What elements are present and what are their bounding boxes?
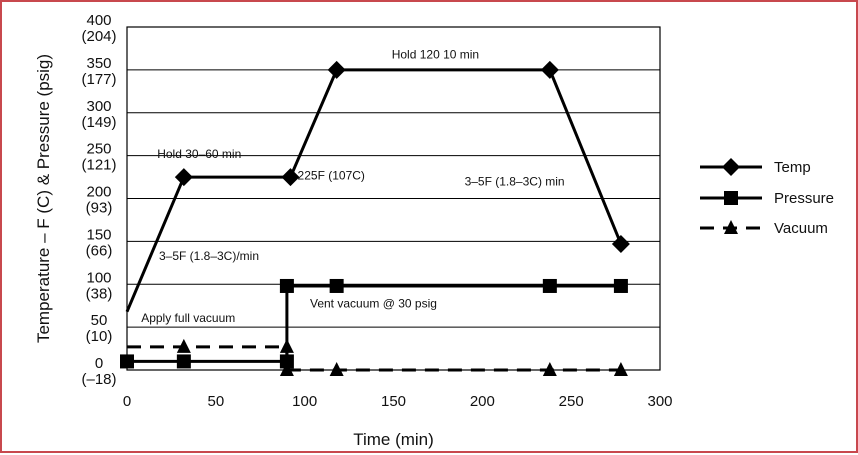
y-tick-sublabel: (66) — [86, 242, 113, 259]
y-tick-label: 250 — [86, 141, 111, 158]
pressure-marker — [542, 278, 557, 293]
annotation-label: Hold 30–60 min — [157, 147, 241, 161]
y-tick-label: 100 — [86, 269, 111, 286]
y-tick-sublabel: (10) — [86, 328, 113, 345]
vacuum-marker — [176, 338, 191, 353]
y-tick-label: 300 — [86, 98, 111, 115]
y-tick-label: 200 — [86, 184, 111, 201]
x-tick-label: 100 — [292, 393, 317, 410]
annotation-label: Vent vacuum @ 30 psig — [310, 296, 437, 310]
legend-vacuum-marker — [724, 220, 738, 234]
x-tick-label: 250 — [559, 393, 584, 410]
annotation-label: 3–5F (1.8–3C)/min — [159, 249, 259, 263]
gridlines — [127, 69, 660, 328]
legend-vacuum-label: Vacuum — [774, 220, 828, 237]
x-tick-labels: 0 50 100 150 200 250 300 — [123, 393, 673, 410]
temp-marker — [540, 60, 559, 79]
x-tick-label: 50 — [207, 393, 224, 410]
temp-marker — [281, 168, 300, 187]
y-tick-sublabel: (93) — [86, 200, 113, 217]
temp-series — [125, 60, 630, 313]
y-axis-title: Temperature – F (C) & Pressure (psig) — [34, 54, 53, 343]
plot-area — [126, 26, 661, 371]
annotation-label: Apply full vacuum — [141, 311, 235, 325]
y-tick-label: 400 — [86, 12, 111, 29]
temp-marker — [327, 60, 346, 79]
pressure-marker — [176, 354, 191, 369]
y-tick-sublabel: (–18) — [81, 371, 116, 388]
y-tick-sublabel: (121) — [81, 157, 116, 174]
pressure-marker — [329, 278, 344, 293]
y-tick-sublabel: (177) — [81, 71, 116, 88]
x-tick-label: 150 — [381, 393, 406, 410]
y-tick-labels: 0(–18) 50(10) 100(38) 150(66) 200(93) 250(121… — [81, 12, 116, 388]
x-tick-label: 300 — [647, 393, 672, 410]
temp-line — [125, 68, 623, 313]
y-tick-sublabel: (204) — [81, 28, 116, 45]
y-tick-label: 350 — [86, 55, 111, 72]
annotations: Hold 120 10 min Hold 30–60 min 225F (107C)… — [141, 48, 564, 325]
y-tick-label: 150 — [86, 226, 111, 243]
vacuum-marker — [613, 362, 628, 376]
x-tick-label: 0 — [123, 393, 131, 410]
annotation-label: 3–5F (1.8–3C) min — [465, 175, 565, 189]
pressure-marker — [279, 354, 294, 369]
vacuum-marker — [279, 362, 294, 376]
vacuum-marker — [279, 338, 294, 353]
annotation-label: 225F (107C) — [298, 169, 365, 183]
y-tick-sublabel: (149) — [81, 114, 116, 131]
temp-marker — [174, 168, 193, 187]
y-tick-label: 50 — [91, 312, 108, 329]
annotation-label: Hold 120 10 min — [392, 48, 479, 62]
y-tick-sublabel: (38) — [86, 285, 113, 302]
vacuum-marker — [329, 362, 344, 376]
legend-temp-label: Temp — [774, 159, 811, 176]
pressure-marker — [279, 278, 294, 293]
vacuum-marker — [542, 362, 557, 376]
x-tick-label: 200 — [470, 393, 495, 410]
temp-marker — [611, 234, 630, 253]
x-axis-title: Time (min) — [353, 430, 434, 449]
y-tick-label: 0 — [95, 355, 103, 372]
legend-pressure-marker — [724, 191, 738, 205]
legend-pressure-label: Pressure — [774, 190, 834, 207]
legend-temp-marker — [722, 158, 740, 176]
data-series — [120, 60, 630, 376]
pressure-marker — [613, 278, 628, 293]
legend: Temp Pressure Vacuum — [700, 158, 834, 237]
